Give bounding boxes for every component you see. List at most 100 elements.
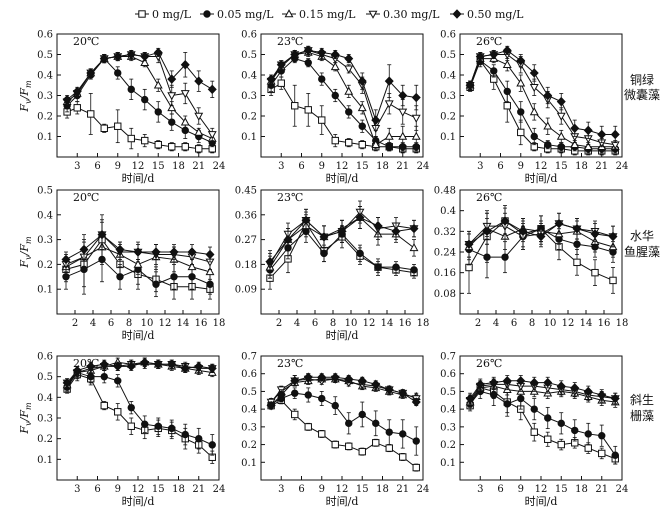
data-point bbox=[483, 253, 491, 261]
data-point bbox=[610, 129, 620, 140]
data-point bbox=[356, 249, 364, 258]
data-point bbox=[518, 226, 528, 237]
data-point bbox=[554, 218, 564, 229]
data-series bbox=[63, 367, 216, 464]
data-point bbox=[411, 131, 421, 140]
data-point bbox=[385, 428, 393, 436]
data-point bbox=[277, 79, 285, 87]
x-tick-label: 12 bbox=[336, 161, 349, 172]
data-point bbox=[398, 131, 408, 140]
data-point bbox=[167, 74, 177, 84]
y-tick-label: 0.09 bbox=[235, 285, 257, 296]
y-tick-label: 0.5 bbox=[37, 186, 53, 197]
y-tick-label: 0.32 bbox=[434, 227, 456, 238]
data-point bbox=[583, 386, 593, 397]
y-title-f: F bbox=[18, 260, 31, 269]
temperature-label: 20℃ bbox=[73, 35, 99, 48]
x-tick-label: 18 bbox=[417, 318, 430, 329]
data-point bbox=[168, 143, 176, 151]
y-tick-label: 0.45 bbox=[235, 186, 257, 197]
data-point bbox=[181, 143, 189, 151]
x-tick-label: 24 bbox=[417, 161, 430, 172]
data-point bbox=[153, 359, 163, 369]
x-tick-label: 24 bbox=[616, 161, 629, 172]
y-tick-label: 0.5 bbox=[37, 372, 53, 383]
data-point bbox=[556, 112, 566, 121]
data-point bbox=[79, 244, 89, 255]
y-tick-label: 0.3 bbox=[440, 422, 456, 433]
data-point bbox=[543, 121, 553, 130]
data-point bbox=[503, 400, 511, 408]
y-tick-label: 0.2 bbox=[37, 260, 53, 271]
data-point bbox=[409, 243, 419, 252]
data-point bbox=[167, 359, 177, 369]
x-axis-label: 时间/d bbox=[525, 172, 558, 185]
data-point bbox=[411, 114, 421, 123]
data-series bbox=[466, 56, 619, 154]
data-point bbox=[151, 247, 161, 257]
y-tick-label: 0.24 bbox=[434, 248, 456, 259]
data-point bbox=[490, 391, 498, 399]
data-point bbox=[114, 408, 122, 416]
data-point bbox=[357, 102, 367, 112]
data-point bbox=[140, 51, 150, 62]
data-point bbox=[141, 136, 149, 145]
data-point bbox=[208, 441, 216, 449]
chart-panel: 0.1 0.2 0.3 0.4 0.5 0.6 3 6 9 12 15 18 21 24 23℃ 时间/d bbox=[241, 30, 429, 186]
series-line bbox=[469, 390, 616, 456]
x-tick-label: 21 bbox=[192, 161, 205, 172]
data-point bbox=[283, 234, 293, 245]
legend: 0 mg/L 0.05 mg/L 0.15 mg/L 0.30 mg/L 0.50 mg… bbox=[135, 8, 524, 21]
data-point bbox=[195, 434, 203, 443]
data-point bbox=[475, 379, 485, 390]
x-tick-label: 2 bbox=[72, 318, 78, 329]
data-point bbox=[168, 424, 176, 433]
x-tick-label: 8 bbox=[529, 318, 535, 329]
plot-frame bbox=[56, 355, 220, 481]
data-point bbox=[543, 90, 553, 101]
data-point bbox=[62, 94, 72, 105]
data-point bbox=[597, 390, 607, 400]
data-point bbox=[304, 423, 312, 431]
y-tick-label: 0.4 bbox=[440, 71, 456, 82]
series-line bbox=[66, 371, 213, 446]
plot-frame bbox=[56, 33, 220, 158]
y-tick-label: 0.7 bbox=[241, 352, 257, 363]
x-tick-label: 6 bbox=[312, 318, 318, 329]
data-series bbox=[465, 53, 620, 152]
series-line bbox=[66, 51, 213, 100]
temperature-label: 23℃ bbox=[277, 357, 303, 370]
data-point bbox=[409, 223, 419, 234]
data-point bbox=[584, 430, 592, 438]
y-tick-label: 0.4 bbox=[241, 71, 257, 82]
data-point bbox=[127, 403, 135, 412]
x-tick-label: 3 bbox=[74, 484, 80, 495]
species-label-line1: 斜生 bbox=[630, 393, 654, 407]
data-point bbox=[392, 263, 400, 271]
x-tick-label: 10 bbox=[345, 318, 358, 329]
x-tick-label: 9 bbox=[518, 484, 524, 495]
series-line bbox=[66, 374, 213, 458]
data-point bbox=[610, 393, 620, 404]
series-line bbox=[270, 51, 417, 146]
y-title-f: F bbox=[18, 426, 31, 435]
y-tick-label: 0.27 bbox=[235, 235, 257, 246]
data-point bbox=[73, 104, 81, 112]
temperature-label: 23℃ bbox=[277, 35, 303, 48]
data-point bbox=[590, 229, 600, 239]
data-point bbox=[570, 383, 580, 393]
data-point bbox=[502, 45, 512, 56]
data-series bbox=[63, 93, 216, 154]
temperature-label: 26℃ bbox=[476, 35, 502, 48]
data-point bbox=[502, 59, 512, 69]
x-tick-label: 18 bbox=[575, 484, 588, 495]
legend-entry: 0 mg/L bbox=[135, 8, 192, 21]
data-point bbox=[591, 268, 599, 277]
x-tick-label: 9 bbox=[319, 161, 325, 172]
y-title-sub2: m bbox=[24, 236, 33, 244]
y-tick-label: 0.5 bbox=[440, 50, 456, 61]
y-tick-label: 0.3 bbox=[37, 91, 53, 102]
data-point bbox=[86, 361, 96, 372]
